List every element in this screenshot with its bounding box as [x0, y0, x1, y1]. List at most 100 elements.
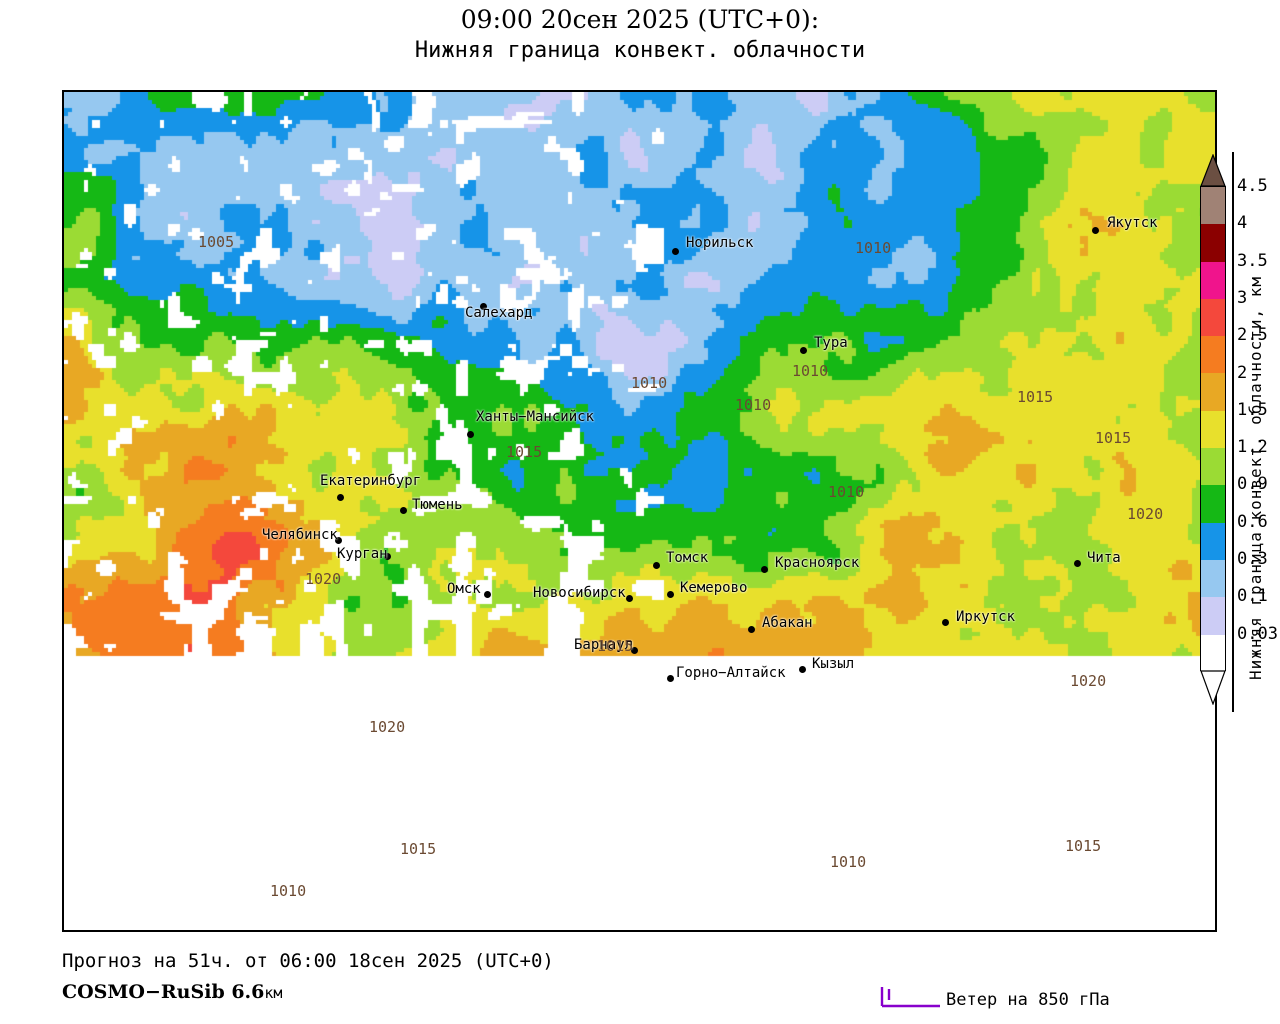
city-label: Курган [337, 546, 388, 562]
colorbar-top-arrow-icon [1200, 154, 1226, 187]
colorbar-band-0-9 [1201, 485, 1225, 523]
city-label: Омск [447, 581, 481, 597]
colorbar-band-2 [1201, 373, 1225, 411]
city-dot [626, 595, 633, 602]
city-label: Ханты−Мансийск [476, 409, 595, 425]
colorbar-band-3-5 [1201, 261, 1225, 299]
city-label: Абакан [762, 615, 813, 631]
colorbar-band-3 [1201, 298, 1225, 337]
city-label: Норильск [686, 235, 754, 251]
city-dot [335, 537, 342, 544]
weather-map[interactable]: Якутск Норильск Салехард Тура Ханты−Мансийск… [62, 90, 1217, 932]
city-dot [942, 619, 949, 626]
city-label: Екатеринбург [320, 473, 422, 489]
colorbar-tick-0-3: 0.3 [1237, 549, 1268, 570]
colorbar-tick-3-5: 3.5 [1237, 250, 1268, 271]
colorbar-band-4-5 [1201, 187, 1225, 225]
colorbar-tick-0-9: 0.9 [1237, 474, 1268, 495]
wind-legend-label: Ветер на 850 гПа [946, 990, 1110, 1010]
colorbar-bottom-arrow-icon [1200, 670, 1226, 705]
isobar-label: 1020 [1070, 672, 1107, 690]
city-label: Красноярск [775, 555, 860, 571]
city-dot [400, 507, 407, 514]
colorbar-title: Нижняя граница конвект. облачности, км [1246, 275, 1265, 680]
isobar-label: 1010 [855, 239, 892, 257]
city-dot [337, 494, 344, 501]
colorbar-tick-2-5: 2.5 [1237, 325, 1268, 346]
colorbar: 4.5 4 3.5 3 2.5 2 1.5 1.2 0.9 0.6 0.3 0.1 0.03 [1196, 152, 1280, 712]
city-label: Салехард [465, 305, 533, 321]
isobar-label: 1010 [270, 882, 307, 900]
colorbar-tick-1-2: 1.2 [1237, 437, 1268, 458]
colorbar-tick-3: 3 [1237, 287, 1248, 308]
city-dot [653, 562, 660, 569]
city-label: Новосибирск [533, 585, 626, 601]
city-dot [1092, 227, 1099, 234]
colorbar-tick-4-5: 4.5 [1237, 176, 1268, 196]
isobar-label: 1010 [735, 396, 772, 414]
city-label: Томск [666, 550, 709, 566]
page-title-datetime: 09:00 20сен 2025 (UTC+0): [460, 5, 820, 34]
colorbar-tick-0-03: 0.03 [1237, 623, 1278, 644]
map-field-canvas [64, 92, 1215, 930]
colorbar-tick-2: 2 [1237, 362, 1248, 383]
isobar-label: 1015 [597, 637, 634, 655]
city-label: Горно−Алтайск [676, 665, 786, 681]
isobar-label: 1020 [369, 718, 406, 736]
isobar-label: 1010 [631, 374, 668, 392]
forecast-info: Прогноз на 51ч. от 06:00 18сен 2025 (UTC… [62, 950, 554, 972]
city-label: Челябинск [262, 527, 338, 543]
colorbar-band-0-3 [1201, 559, 1225, 598]
isobar-label: 1010 [792, 362, 829, 380]
city-dot [667, 591, 674, 598]
page-title-variable: Нижняя граница конвект. облачности [414, 38, 866, 63]
colorbar-tick-0-1: 0.1 [1237, 586, 1268, 607]
colorbar-band-0-6 [1201, 522, 1225, 560]
isobar-label: 1015 [1017, 388, 1054, 406]
city-label: Тура [814, 335, 848, 351]
colorbar-tick-0-6: 0.6 [1237, 511, 1268, 532]
colorbar-axis-line [1232, 152, 1234, 712]
colorbar-band-0-1 [1201, 597, 1225, 635]
isobar-label: 1015 [1065, 837, 1102, 855]
isobar-label: 1015 [400, 840, 437, 858]
city-label: Барнаул [574, 637, 634, 653]
city-dot [384, 553, 391, 560]
model-resolution-unit: км [264, 984, 283, 1002]
city-dot [799, 666, 806, 673]
colorbar-band-2-5 [1201, 336, 1225, 374]
colorbar-strip [1200, 186, 1226, 672]
colorbar-band-0-03 [1201, 634, 1225, 672]
city-dot [748, 626, 755, 633]
isobar-label: 1005 [198, 233, 235, 251]
colorbar-tick-4: 4 [1237, 213, 1248, 234]
city-dot [800, 347, 807, 354]
model-info: COSMO−RuSib 6.6км [62, 981, 282, 1003]
colorbar-tick-1-5: 1.5 [1237, 399, 1268, 420]
city-label: Кызыл [812, 656, 855, 672]
city-dot [631, 647, 638, 654]
colorbar-band-4 [1201, 224, 1225, 262]
isobar-label: 1010 [830, 853, 867, 871]
city-dot [484, 591, 491, 598]
city-label: Чита [1087, 550, 1121, 566]
city-dot [1074, 560, 1081, 567]
city-label: Иркутск [956, 609, 1016, 625]
isobar-label: 1020 [305, 570, 342, 588]
city-label: Тюмень [412, 497, 463, 513]
city-dot [667, 675, 674, 682]
model-name: COSMO−RuSib 6.6 [62, 981, 265, 1003]
city-label: Якутск [1107, 215, 1158, 231]
city-dot [467, 431, 474, 438]
colorbar-band-1-2 [1201, 448, 1225, 486]
title-block: 09:00 20сен 2025 (UTC+0): Нижняя граница… [0, 4, 1280, 66]
colorbar-band-1-5 [1201, 410, 1225, 449]
isobar-label: 1015 [1095, 429, 1132, 447]
wind-barb-legend-icon [880, 987, 940, 1008]
city-dot [761, 566, 768, 573]
isobar-label: 1010 [828, 483, 865, 501]
city-dot [480, 303, 487, 310]
city-label: Кемерово [680, 580, 748, 596]
isobar-label: 1015 [506, 443, 543, 461]
isobar-label: 1020 [1127, 505, 1164, 523]
